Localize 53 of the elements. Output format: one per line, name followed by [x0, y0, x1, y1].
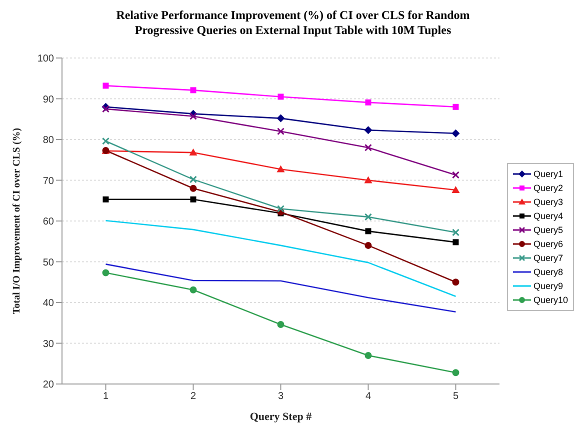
- legend-label: Query9: [533, 281, 563, 291]
- y-tick-label: 50: [42, 257, 54, 268]
- y-tick-label: 30: [42, 338, 54, 350]
- y-tick-label: 100: [37, 54, 54, 65]
- y-tick-label: 90: [42, 94, 54, 106]
- point: [365, 99, 372, 106]
- point: [276, 114, 285, 122]
- y-tick-label: 80: [42, 135, 54, 146]
- point: [190, 184, 197, 192]
- x-tick-label: 3: [278, 391, 284, 402]
- legend-label: Query3: [533, 197, 563, 207]
- point: [277, 321, 284, 328]
- point: [364, 242, 372, 249]
- y-tick-label: 70: [42, 176, 54, 187]
- point: [365, 228, 372, 234]
- point: [102, 82, 109, 89]
- x-axis-title: Query Step #: [250, 411, 312, 423]
- x-tick-label: 2: [190, 391, 196, 402]
- y-tick-label: 20: [42, 380, 54, 391]
- point: [276, 165, 285, 172]
- legend-label: Query8: [533, 267, 563, 277]
- x-tick-label: 5: [452, 391, 459, 402]
- point: [190, 286, 197, 294]
- y-tick-label: 40: [42, 298, 54, 310]
- legend-label: Query4: [533, 211, 563, 221]
- point: [364, 352, 372, 359]
- point: [364, 126, 372, 134]
- legend-label: Query10: [533, 295, 568, 305]
- y-tick-label: 60: [42, 216, 54, 228]
- point: [102, 269, 110, 276]
- point: [452, 104, 459, 110]
- point: [452, 278, 460, 286]
- point: [452, 186, 460, 194]
- legend-label: Query1: [533, 169, 563, 179]
- legend-label: Query7: [533, 253, 563, 263]
- legend-label: Query6: [533, 239, 563, 249]
- point: [278, 94, 284, 100]
- x-tick-label: 1: [102, 391, 109, 402]
- point: [452, 129, 460, 138]
- point: [190, 87, 196, 94]
- point: [364, 176, 372, 184]
- y-axis-title: Total I/O Improvement of CI over CLS (%): [12, 128, 23, 314]
- legend-label: Query2: [533, 183, 563, 193]
- line-series: [105, 264, 456, 313]
- line-series: [105, 220, 456, 298]
- point: [452, 369, 460, 376]
- legend-label: Query5: [533, 225, 563, 235]
- point: [452, 239, 459, 246]
- point: [102, 196, 109, 202]
- point: [190, 196, 196, 202]
- chart-title: Relative Performance Improvement (%) of CI over CLS for Random Progressive Queries on External Input Table with 10M Tuples: [115, 8, 471, 39]
- x-tick-label: 4: [365, 391, 372, 402]
- point: [189, 148, 198, 156]
